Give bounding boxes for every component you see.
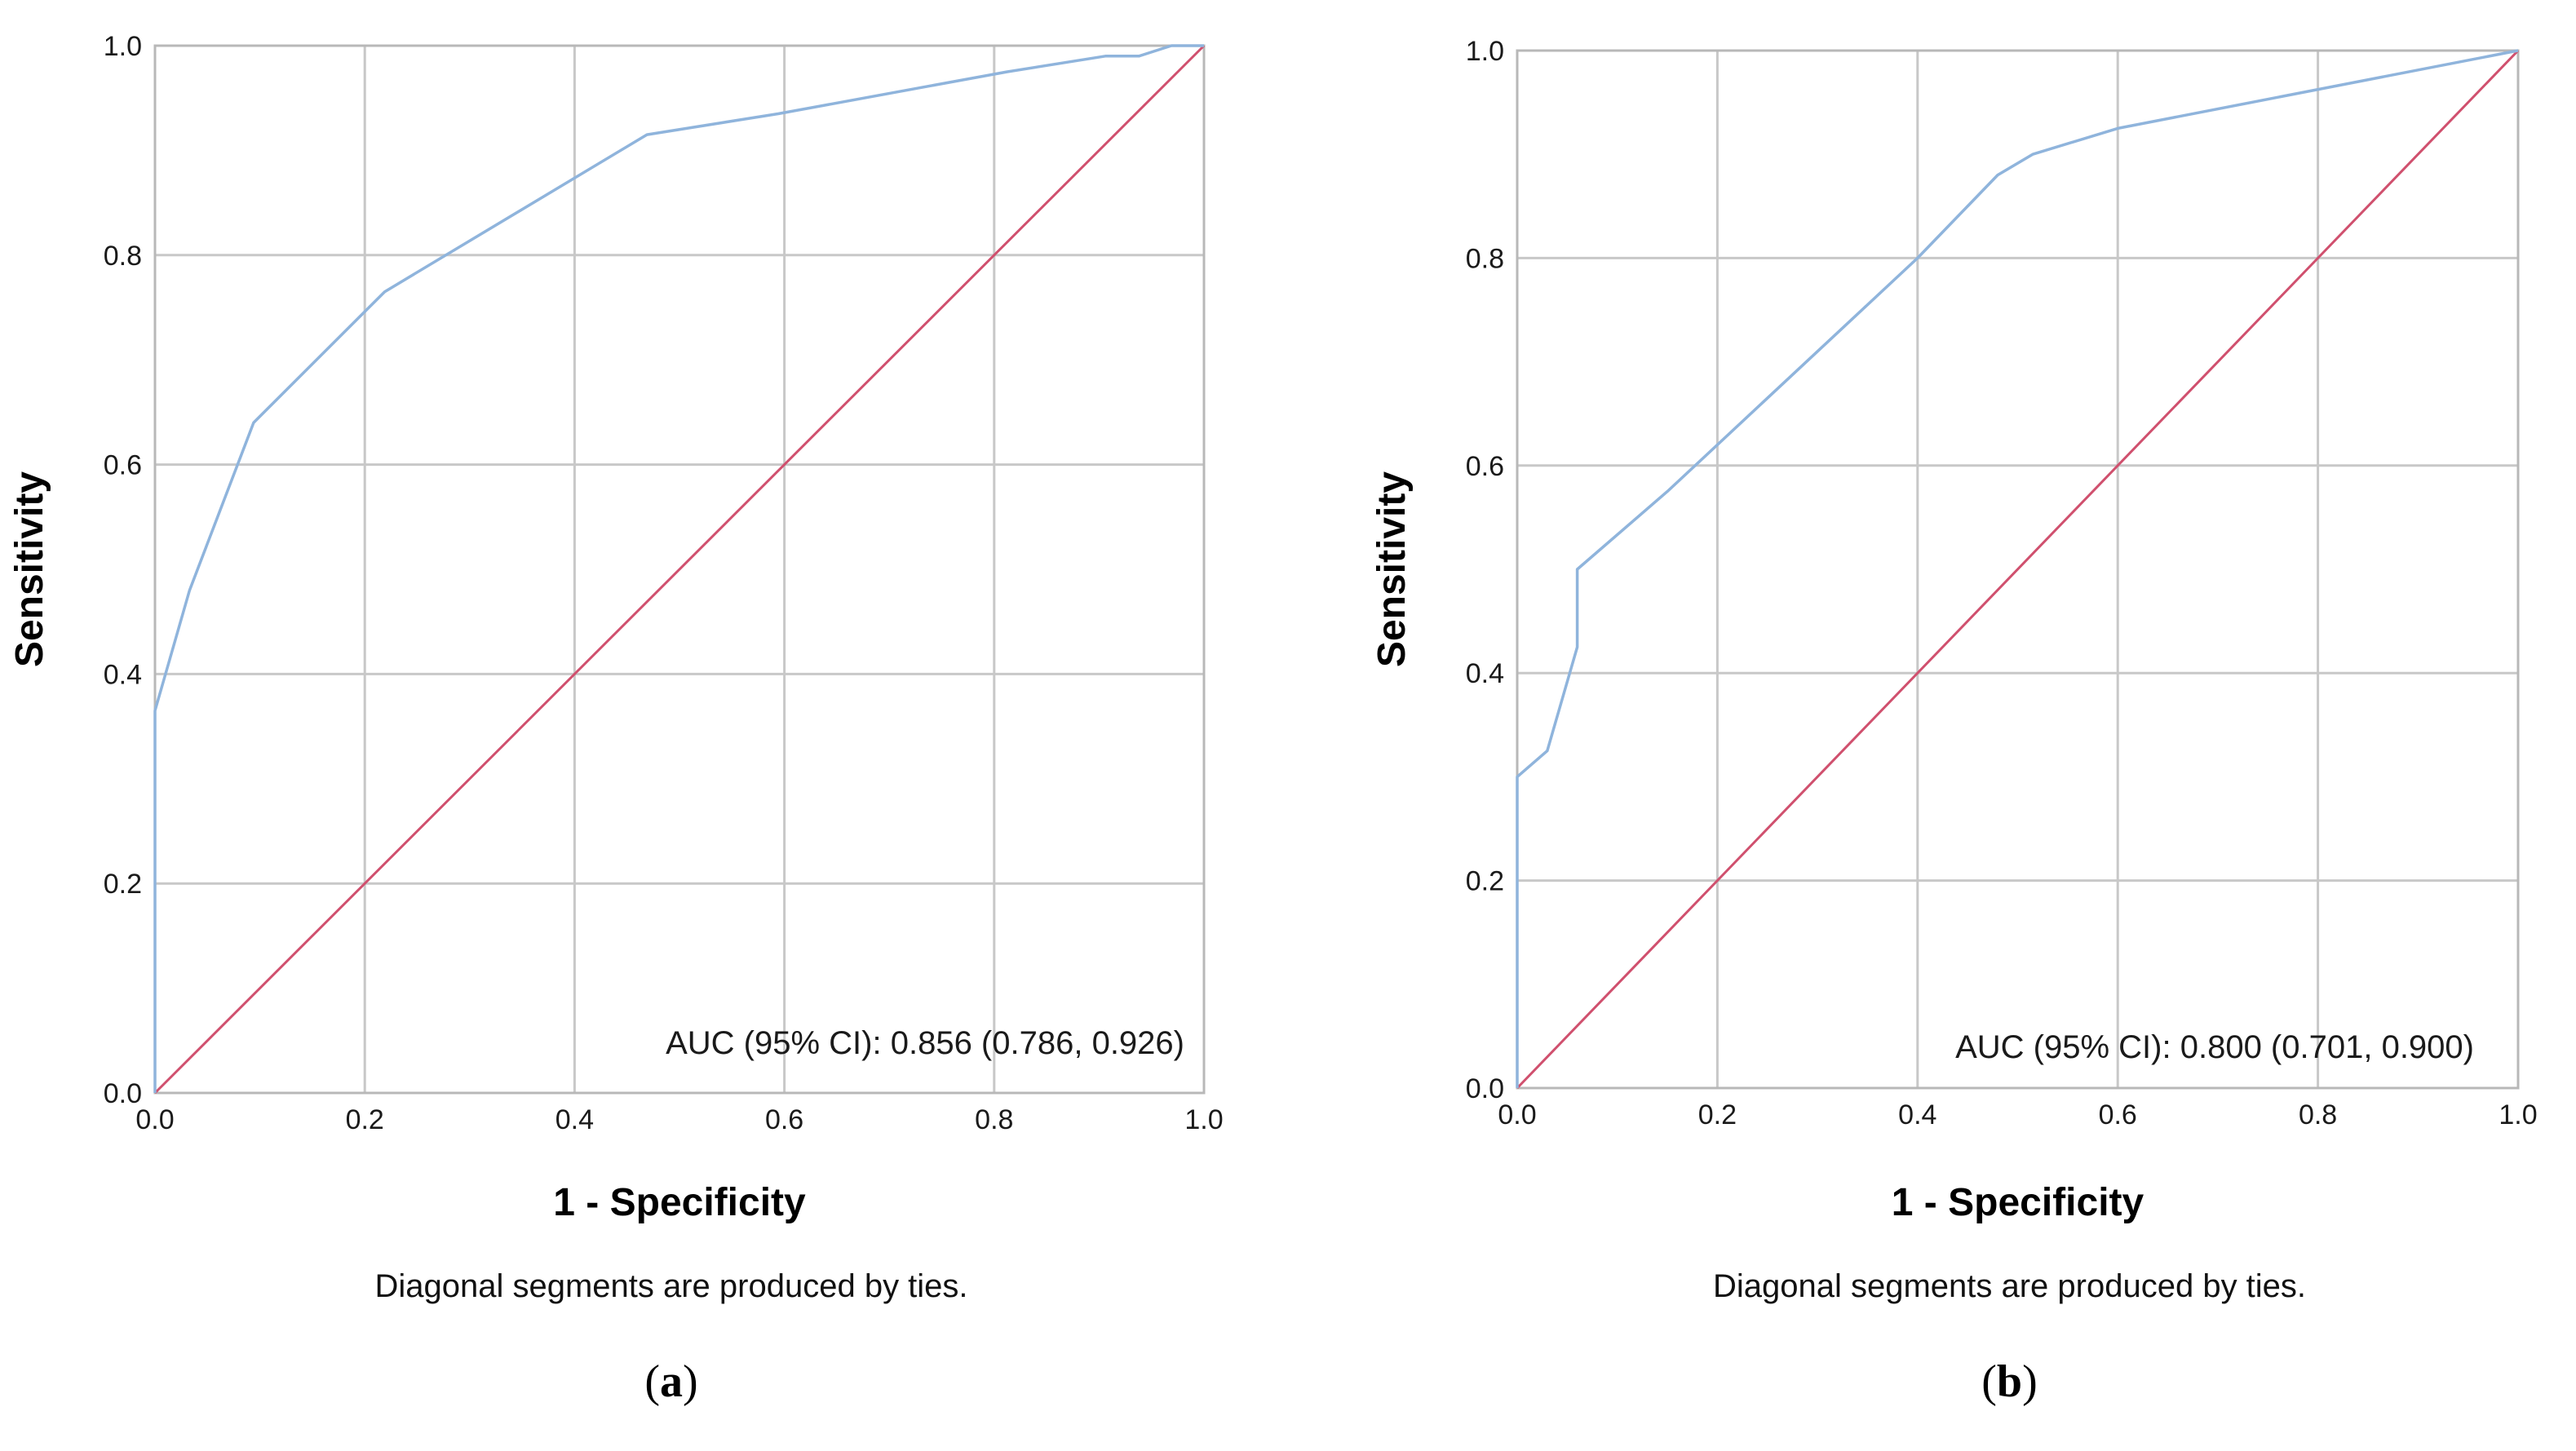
- panel-letter: a: [660, 1356, 683, 1407]
- y-tick-label: 0.8: [1466, 243, 1504, 274]
- y-tick-label: 0.4: [1466, 658, 1504, 689]
- x-tick-label: 0.8: [2299, 1099, 2337, 1130]
- y-tick-label: 0.8: [104, 241, 142, 272]
- x-tick-labels: 0.0 0.2 0.4 0.6 0.8 1.0: [135, 1104, 1223, 1135]
- reference-line: [1516, 49, 2520, 1090]
- gridlines: [1517, 51, 2518, 1088]
- x-tick-label: 0.4: [1898, 1099, 1936, 1130]
- roc-chart-a-svg: 0.0 0.2 0.4 0.6 0.8 1.0 0.0 0.2 0.4 0.6 0.8 1.0 1 …: [8, 31, 1224, 1407]
- roc-chart-a: 0.0 0.2 0.4 0.6 0.8 1.0 0.0 0.2 0.4 0.6 0.8 1.0 1 …: [8, 31, 1224, 1407]
- panel-letter: b: [1997, 1356, 2022, 1407]
- footnote: Diagonal segments are produced by ties.: [374, 1268, 967, 1304]
- x-tick-label: 0.0: [135, 1104, 174, 1135]
- plot-frame: [1516, 49, 2520, 1090]
- roc-chart-b-svg: 0.0 0.2 0.4 0.6 0.8 1.0 0.0 0.2 0.4 0.6 0.8 1.0 1 …: [1370, 36, 2538, 1407]
- series-layer: [1516, 49, 2520, 1090]
- y-tick-label: 0.4: [104, 659, 142, 690]
- x-tick-label: 0.2: [1698, 1099, 1737, 1130]
- roc-curve-line: [1516, 49, 2519, 1088]
- auc-annotation: AUC (95% CI): 0.856 (0.786, 0.926): [666, 1025, 1184, 1061]
- y-tick-label: 1.0: [1466, 36, 1504, 67]
- x-tick-label: 0.6: [765, 1104, 803, 1135]
- y-tick-label: 1.0: [104, 31, 142, 62]
- x-axis-title: 1 - Specificity: [1892, 1181, 2144, 1224]
- roc-curve-line: [153, 44, 1204, 1093]
- x-tick-label: 0.4: [555, 1104, 594, 1135]
- y-tick-label: 0.0: [104, 1078, 142, 1109]
- series-layer: [153, 44, 1206, 1095]
- footnote: Diagonal segments are produced by ties.: [1713, 1268, 2306, 1304]
- y-tick-label: 0.6: [1466, 451, 1504, 482]
- y-tick-labels: 0.0 0.2 0.4 0.6 0.8 1.0: [104, 31, 142, 1109]
- y-axis-title: Sensitivity: [1370, 471, 1414, 667]
- auc-annotation: AUC (95% CI): 0.800 (0.701, 0.900): [1955, 1029, 2474, 1065]
- y-tick-labels: 0.0 0.2 0.4 0.6 0.8 1.0: [1466, 36, 1504, 1104]
- y-tick-label: 0.2: [104, 869, 142, 900]
- x-tick-label: 0.8: [975, 1104, 1013, 1135]
- y-tick-label: 0.6: [104, 450, 142, 481]
- x-tick-label: 0.6: [2099, 1099, 2137, 1130]
- gridlines: [155, 46, 1204, 1093]
- x-tick-labels: 0.0 0.2 0.4 0.6 0.8 1.0: [1498, 1099, 2537, 1130]
- x-tick-label: 1.0: [1184, 1104, 1223, 1135]
- plot-frame: [153, 44, 1206, 1095]
- panel-label: (a): [644, 1356, 697, 1407]
- y-tick-label: 0.2: [1466, 866, 1504, 897]
- x-axis-title: 1 - Specificity: [553, 1181, 806, 1224]
- x-tick-label: 1.0: [2499, 1099, 2537, 1130]
- reference-line: [153, 44, 1206, 1095]
- panel-label: (b): [1981, 1356, 2037, 1407]
- y-tick-label: 0.0: [1466, 1073, 1504, 1104]
- roc-chart-b: 0.0 0.2 0.4 0.6 0.8 1.0 0.0 0.2 0.4 0.6 0.8 1.0 1 …: [1288, 0, 2576, 1451]
- x-tick-label: 0.2: [346, 1104, 384, 1135]
- x-tick-label: 0.0: [1498, 1099, 1536, 1130]
- y-axis-title: Sensitivity: [8, 471, 51, 667]
